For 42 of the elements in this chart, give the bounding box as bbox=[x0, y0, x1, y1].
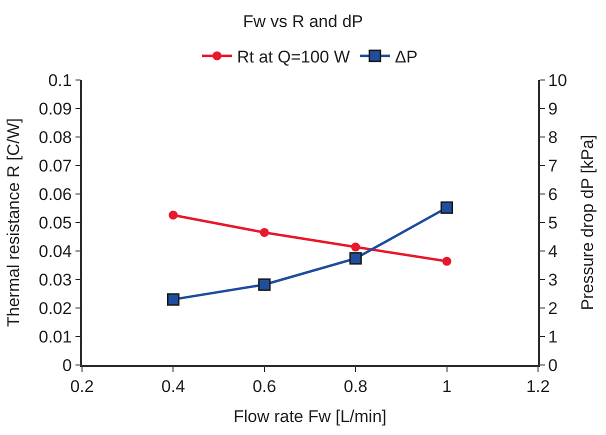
x-tick-label: 0.8 bbox=[344, 377, 368, 396]
legend-label: ΔP bbox=[394, 47, 418, 66]
point bbox=[351, 242, 360, 252]
point bbox=[166, 293, 180, 306]
point bbox=[442, 256, 452, 266]
y2-tick-label: 4 bbox=[548, 242, 558, 261]
point bbox=[440, 201, 454, 214]
legend-label: Rt at Q=100 W bbox=[237, 47, 350, 66]
point bbox=[349, 252, 362, 265]
x-tick-label: 0.6 bbox=[252, 377, 276, 396]
y2-tick-label: 7 bbox=[548, 156, 558, 176]
y2-tick-label: 2 bbox=[548, 298, 558, 318]
x-tick-label: 0.4 bbox=[161, 377, 186, 396]
point bbox=[168, 210, 178, 220]
y2-tick-label: 0 bbox=[548, 356, 558, 375]
y2-tick-label: 6 bbox=[548, 184, 558, 204]
y2-axis-title: Pressure drop dP [kPa] bbox=[578, 134, 597, 310]
y-tick-label: 0.05 bbox=[38, 213, 72, 232]
x-tick-label: 0.2 bbox=[70, 377, 94, 396]
y-tick-label: 0.09 bbox=[38, 99, 72, 118]
y-tick-label: 0 bbox=[62, 356, 72, 375]
x-axis-title: Flow rate Fw [L/min] bbox=[233, 407, 387, 426]
y-tick-label: 0.06 bbox=[38, 184, 72, 204]
x-tick-label: 1.2 bbox=[526, 377, 550, 396]
y-tick-label: 0.02 bbox=[38, 298, 72, 318]
y-tick-label: 0.03 bbox=[38, 270, 72, 290]
x-tick-label: 1 bbox=[442, 377, 452, 396]
y-tick-label: 0.1 bbox=[48, 70, 72, 90]
y-tick-label: 0.04 bbox=[38, 242, 72, 261]
point bbox=[258, 278, 271, 291]
y-axis-title: Thermal resistance R [C/W] bbox=[4, 118, 23, 327]
y2-tick-label: 9 bbox=[548, 99, 558, 118]
y2-tick-label: 8 bbox=[548, 128, 558, 147]
y-tick-label: 0.08 bbox=[38, 128, 72, 147]
y2-tick-label: 10 bbox=[548, 70, 568, 90]
chart-title: Fw vs R and dP bbox=[243, 12, 363, 32]
point bbox=[260, 228, 269, 237]
y-tick-label: 0.01 bbox=[38, 327, 72, 346]
y2-tick-label: 5 bbox=[548, 213, 558, 232]
y-tick-label: 0.07 bbox=[38, 156, 72, 176]
y2-tick-label: 1 bbox=[548, 327, 558, 346]
y2-tick-label: 3 bbox=[548, 270, 558, 290]
